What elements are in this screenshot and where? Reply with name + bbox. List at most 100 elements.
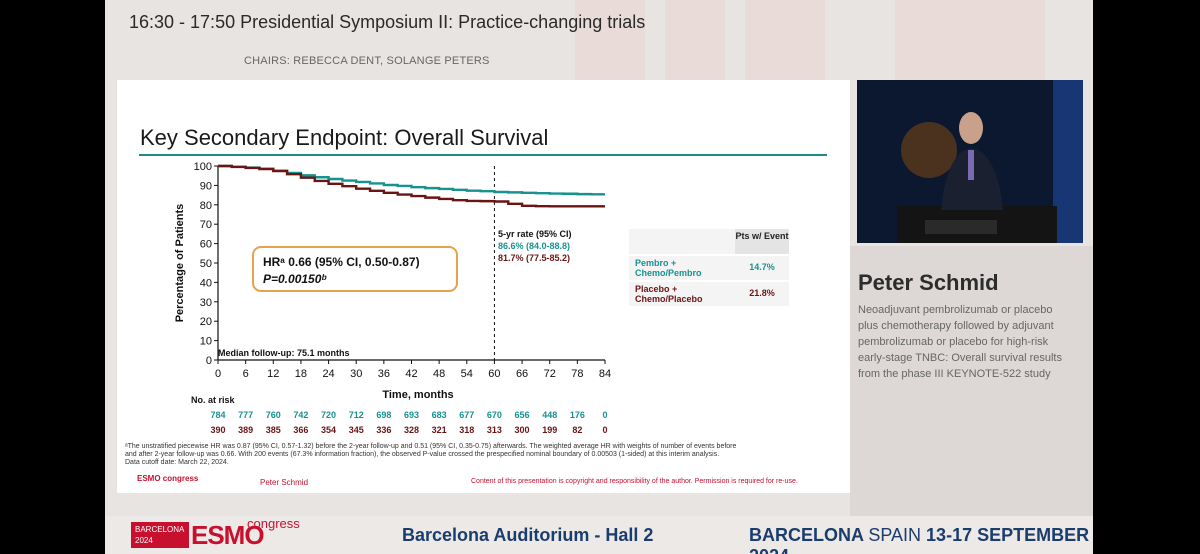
congress-dates: 13-17 SEPTEMBER 2024 — [749, 525, 1090, 554]
at-risk-pembro-value: 777 — [238, 410, 253, 420]
y-tick-label: 80 — [200, 200, 212, 212]
at-risk-pembro-value: 720 — [321, 410, 336, 420]
at-risk-pembro-value: 677 — [459, 410, 474, 420]
events-row-label-line2: Chemo/Placebo — [635, 294, 703, 304]
y-tick-label: 100 — [194, 161, 212, 173]
y-axis-label: Percentage of Patients — [174, 204, 186, 323]
y-tick-label: 10 — [200, 336, 212, 348]
five-year-heading: 5-yr rate (95% CI) — [498, 229, 572, 239]
speaker-card: Peter Schmid Neoadjuvant pembrolizumab o… — [850, 246, 1093, 516]
at-risk-pembro-value: 448 — [542, 410, 557, 420]
at-risk-placebo-value: 389 — [238, 425, 253, 435]
x-tick-label: 78 — [571, 368, 583, 380]
slide-esmo-logo: ESMO congress — [137, 474, 199, 483]
p-value: P=0.00150ᵇ — [263, 272, 327, 286]
slide-footer-author: Peter Schmid — [260, 478, 309, 487]
y-tick-label: 40 — [200, 277, 212, 289]
x-tick-label: 12 — [267, 368, 279, 380]
hr-box — [252, 246, 458, 292]
at-risk-pembro-value: 683 — [432, 410, 447, 420]
median-followup: Median follow-up: 75.1 months — [218, 348, 350, 358]
country-name: SPAIN — [868, 525, 922, 545]
y-tick-label: 70 — [200, 219, 212, 231]
speaker-name: Peter Schmid — [858, 270, 999, 295]
events-table-header: Pts w/ Event — [629, 229, 789, 254]
at-risk-placebo-value: 390 — [210, 425, 225, 435]
at-risk-placebo-value: 199 — [542, 425, 557, 435]
at-risk-pembro-value: 693 — [404, 410, 419, 420]
at-risk-pembro-value: 670 — [487, 410, 502, 420]
slide-footer: ESMO congress Peter Schmid Content of th… — [117, 472, 850, 492]
x-tick-label: 6 — [243, 368, 249, 380]
y-tick-label: 0 — [206, 355, 212, 367]
at-risk-pembro-value: 0 — [602, 410, 607, 420]
events-row-label-line2: Chemo/Pembro — [635, 268, 702, 278]
x-tick-label: 30 — [350, 368, 362, 380]
at-risk-placebo-value: 385 — [266, 425, 281, 435]
slide-footer-copyright: Content of this presentation is copyrigh… — [471, 478, 798, 485]
x-tick-label: 0 — [215, 368, 221, 380]
events-row-value: 14.7% — [735, 256, 789, 280]
events-row-label: Placebo + Chemo/Placebo — [629, 282, 735, 306]
session-chairs: CHAIRS: REBECCA DENT, SOLANGE PETERS — [244, 55, 490, 67]
at-risk-pembro-value: 712 — [349, 410, 364, 420]
x-tick-label: 84 — [599, 368, 611, 380]
events-row-label: Pembro + Chemo/Pembro — [629, 256, 735, 280]
x-axis-label: Time, months — [382, 389, 453, 401]
talk-title: Neoadjuvant pembrolizumab or placebo plu… — [858, 304, 1062, 380]
footnote-line: and after 2-year follow-up was 0.66. Wit… — [125, 451, 720, 458]
hr-value: HRᵃ 0.66 (95% CI, 0.50-0.87) — [263, 255, 420, 269]
background-building-decor — [895, 0, 1045, 80]
events-table-corner — [629, 229, 735, 254]
at-risk-pembro-value: 760 — [266, 410, 281, 420]
at-risk-pembro-value: 784 — [210, 410, 225, 420]
events-row-value: 21.8% — [735, 282, 789, 306]
x-tick-label: 18 — [295, 368, 307, 380]
footnote-line: ᵃThe unstratified piecewise HR was 0.87 … — [125, 443, 737, 450]
x-tick-label: 60 — [488, 368, 500, 380]
at-risk-pembro-value: 656 — [515, 410, 530, 420]
stage-background: 16:30 - 17:50 Presidential Symposium II:… — [105, 0, 1093, 554]
title-divider — [139, 154, 827, 156]
slide-footnote: ᵃThe unstratified piecewise HR was 0.87 … — [125, 443, 765, 467]
x-tick-label: 36 — [378, 368, 390, 380]
events-table-row-placebo: Placebo + Chemo/Placebo 21.8% — [629, 282, 789, 306]
at-risk-label: No. at risk — [191, 395, 236, 405]
congress-label: congress — [247, 516, 300, 531]
hall-label: Barcelona Auditorium - Hall 2 — [402, 525, 654, 545]
at-risk-placebo-value: 313 — [487, 425, 502, 435]
events-table-row-pembro: Pembro + Chemo/Pembro 14.7% — [629, 256, 789, 280]
at-risk-placebo-value: 318 — [459, 425, 474, 435]
y-tick-label: 50 — [200, 258, 212, 270]
bottom-bar: BARCELONA 2024 ESMO congress Barcelona A… — [105, 516, 1093, 554]
city-name: BARCELONA — [749, 525, 864, 545]
at-risk-placebo-value: 82 — [572, 425, 582, 435]
esmo-logo: ESMO — [191, 520, 265, 550]
y-tick-label: 20 — [200, 316, 212, 328]
slide-title: Key Secondary Endpoint: Overall Survival — [140, 125, 549, 150]
location-dates: BARCELONA SPAIN 13-17 SEPTEMBER 2024 — [749, 525, 1093, 554]
at-risk-placebo-value: 336 — [376, 425, 391, 435]
at-risk-placebo-value: 300 — [515, 425, 530, 435]
at-risk-placebo-value: 354 — [321, 425, 336, 435]
events-row-label-line1: Pembro + — [635, 258, 677, 268]
events-row-label-line1: Placebo + — [635, 284, 678, 294]
y-tick-label: 60 — [200, 239, 212, 251]
x-tick-label: 66 — [516, 368, 528, 380]
at-risk-placebo-value: 366 — [293, 425, 308, 435]
barcelona-2024-badge: BARCELONA 2024 — [131, 522, 189, 548]
footnote-line: Data cutoff date: March 22, 2024. — [125, 459, 229, 466]
speaker-video-image — [857, 80, 1083, 243]
x-tick-label: 54 — [461, 368, 473, 380]
x-tick-label: 72 — [544, 368, 556, 380]
at-risk-placebo-value: 328 — [404, 425, 419, 435]
at-risk-pembro-value: 698 — [376, 410, 391, 420]
five-year-placebo: 81.7% (77.5-85.2) — [498, 253, 570, 263]
speaker-video-feed — [857, 80, 1083, 243]
x-tick-label: 42 — [405, 368, 417, 380]
x-tick-label: 48 — [433, 368, 445, 380]
placebo-survival-curve — [218, 164, 605, 208]
events-table: Pts w/ Event Pembro + Chemo/Pembro 14.7%… — [629, 229, 789, 306]
km-survival-chart: 0 10 20 30 40 50 60 70 80 90 100 0 6 12 18 24 30 36 42 48 54… — [174, 161, 611, 435]
at-risk-placebo-value: 345 — [349, 425, 364, 435]
